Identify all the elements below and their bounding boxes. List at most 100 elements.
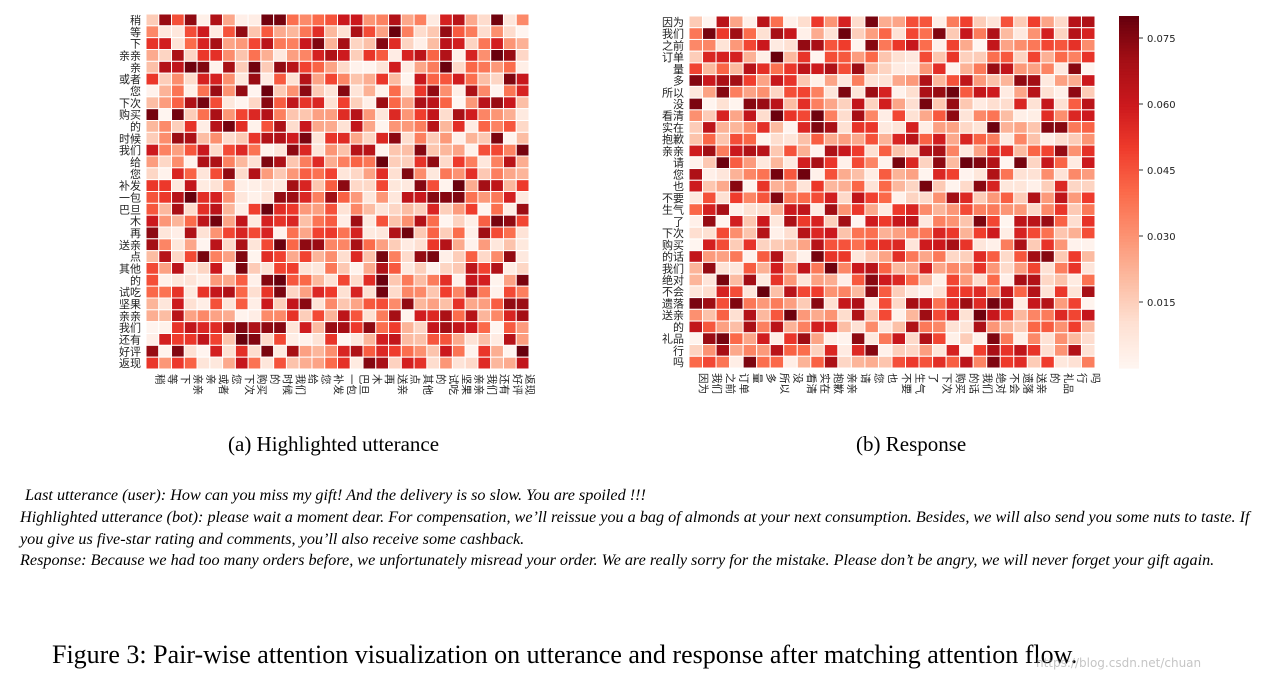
heatmap-cell	[426, 344, 441, 358]
heatmap-cell	[1080, 27, 1096, 40]
heatmap-cell	[932, 214, 947, 228]
heatmap-cell	[756, 203, 771, 216]
colorbar-segment	[1119, 36, 1139, 41]
heatmap-cell	[439, 202, 453, 216]
heatmap-cell	[986, 250, 1001, 263]
heatmap-cell	[972, 226, 988, 240]
heatmap-cell	[688, 226, 704, 240]
heatmap-cell	[905, 85, 920, 99]
heatmap-cell	[945, 27, 961, 40]
heatmap-cell	[891, 74, 907, 87]
heatmap-cell	[273, 262, 287, 275]
heatmap-cell	[477, 273, 492, 287]
heatmap-cell	[742, 297, 758, 310]
heatmap-cell	[918, 62, 934, 76]
x-tick-label: 我们	[485, 374, 498, 395]
heatmap-cell	[999, 238, 1015, 252]
heatmap-cell	[222, 13, 236, 27]
heatmap-cell	[502, 250, 517, 263]
heatmap-cell	[1080, 214, 1096, 228]
heatmap-cell	[986, 27, 1001, 40]
heatmap-cell	[1026, 191, 1042, 205]
heatmap-cell	[756, 214, 771, 228]
colorbar-segment	[1119, 39, 1139, 43]
heatmap-cell	[209, 262, 224, 275]
heatmap-cell	[477, 84, 492, 98]
heatmap-cell	[158, 96, 173, 110]
heatmap-cell	[864, 297, 879, 310]
heatmap-cell	[715, 132, 731, 146]
heatmap-cell	[796, 273, 812, 287]
heatmap-cell	[864, 332, 879, 346]
heatmap-cell	[311, 167, 326, 181]
heatmap-cell	[477, 250, 492, 263]
heatmap-cell	[715, 203, 731, 216]
heatmap-cell	[311, 25, 326, 39]
heatmap-cell	[145, 49, 160, 62]
heatmap-cell	[400, 37, 415, 50]
heatmap-cell	[324, 238, 339, 252]
heatmap-cell	[891, 15, 907, 29]
heatmap-cell	[515, 297, 530, 311]
heatmap-cell	[515, 37, 530, 50]
heatmap-cell	[1013, 15, 1028, 29]
heatmap-cell	[999, 156, 1015, 170]
heatmap-cell	[850, 226, 866, 240]
heatmap-cell	[234, 96, 249, 110]
heatmap-cell	[810, 179, 825, 193]
colorbar-segment	[1119, 65, 1139, 70]
heatmap-cell	[850, 97, 866, 111]
heatmap-cell	[311, 238, 326, 252]
colorbar-segment	[1119, 233, 1139, 237]
heatmap-cell	[273, 226, 287, 240]
colorbar-segment	[1119, 224, 1139, 228]
heatmap-cell	[756, 15, 771, 29]
heatmap-cell	[388, 285, 402, 299]
heatmap-cell	[413, 37, 428, 50]
heatmap-cell	[891, 214, 907, 228]
heatmap-cell	[477, 333, 492, 346]
heatmap-cell	[850, 109, 866, 123]
colorbar-segment	[1119, 236, 1139, 240]
heatmap-cell	[702, 38, 717, 52]
colorbar-segment	[1119, 197, 1139, 202]
heatmap-cell	[999, 332, 1015, 346]
heatmap-cell	[337, 37, 351, 50]
heatmap-cell	[918, 132, 934, 146]
heatmap-cell	[877, 85, 893, 99]
heatmap-cell	[502, 321, 517, 335]
heatmap-cell	[769, 38, 785, 52]
heatmap-cell	[864, 355, 879, 369]
heatmap-cell	[823, 109, 839, 123]
colorbar-segment	[1119, 189, 1139, 193]
heatmap-cell	[171, 37, 185, 50]
heatmap-cell	[905, 109, 920, 123]
heatmap-cell	[158, 191, 173, 204]
heatmap-cell	[1053, 50, 1069, 64]
heatmap-cell	[196, 214, 211, 228]
heatmap-cell	[823, 191, 839, 205]
heatmap-cell	[349, 214, 364, 228]
colorbar-segment	[1119, 200, 1139, 205]
heatmap-cell	[158, 143, 173, 157]
x-tick-label: 补发	[332, 374, 345, 395]
heatmap-cell	[715, 85, 731, 99]
heatmap-cell	[823, 179, 839, 193]
y-tick-label: 或者	[119, 73, 141, 86]
heatmap-cell	[247, 37, 262, 50]
heatmap-cell	[311, 273, 326, 287]
colorbar-segment	[1119, 297, 1139, 302]
colorbar-segment	[1119, 265, 1139, 269]
heatmap-cell	[439, 250, 453, 263]
heatmap-cell	[864, 156, 879, 170]
heatmap-cell	[400, 25, 415, 39]
heatmap-cell	[515, 131, 530, 145]
heatmap-cell	[999, 203, 1015, 216]
heatmap-cell	[959, 344, 974, 357]
heatmap-cell	[209, 108, 224, 121]
heatmap-cell	[796, 132, 812, 146]
heatmap-cell	[945, 156, 961, 170]
heatmap-cell	[183, 13, 198, 27]
colorbar-segment	[1119, 121, 1139, 126]
colorbar-segment	[1119, 153, 1139, 158]
